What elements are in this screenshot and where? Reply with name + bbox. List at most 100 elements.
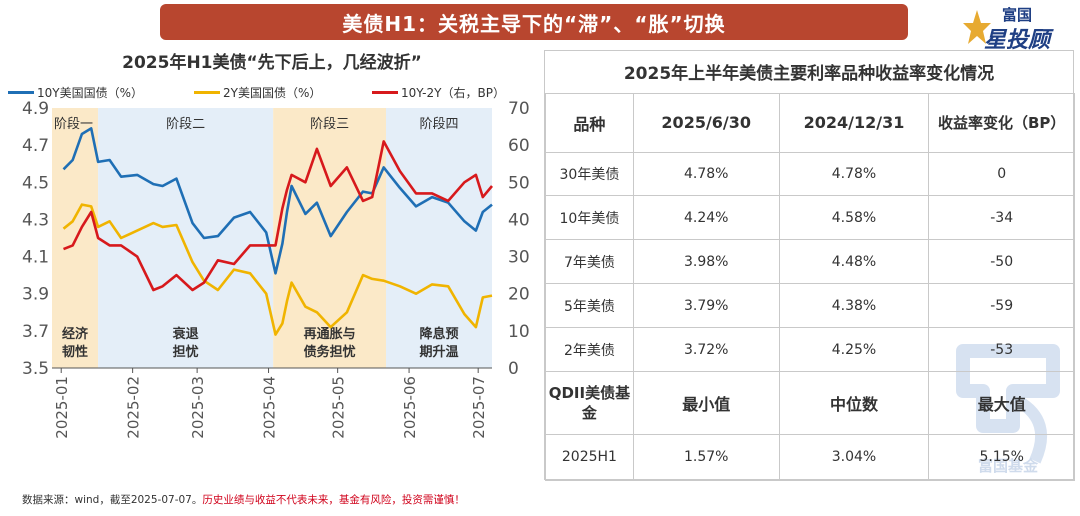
legend-label-spread: 10Y-2Y（右，BP） xyxy=(401,86,505,100)
header-cell-max: 最大值 xyxy=(928,371,1075,435)
cell-max: 5.15% xyxy=(928,433,1075,482)
legend-label-10y: 10Y美国国债（%） xyxy=(37,86,144,100)
x-tick-label: 2025-03 xyxy=(189,376,207,439)
phase-desc-2-2: 担忧 xyxy=(173,344,199,360)
phase-desc-1-2: 韧性 xyxy=(62,344,88,360)
y-left-tick-label: 4.7 xyxy=(22,136,49,156)
header-cell-change: 收益率变化（BP） xyxy=(928,93,1075,153)
legend-item-10y: 10Y美国国债（%） xyxy=(8,84,143,101)
y-left-tick-label: 3.5 xyxy=(22,359,49,379)
phase-label-2: 阶段二 xyxy=(166,117,205,132)
cell-yield-2025: 3.98% xyxy=(632,239,780,285)
cell-yield-2024: 4.58% xyxy=(778,195,930,241)
cell-yield-2024: 4.38% xyxy=(778,283,930,329)
cell-variety: 30年美债 xyxy=(545,151,634,197)
table-row: 10年美债 4.24% 4.58% -34 xyxy=(545,195,1075,241)
cell-yield-2025: 4.78% xyxy=(632,151,780,197)
series-line-spread xyxy=(63,140,494,292)
risk-warning: 历史业绩与收益不代表未来，基金有风险，投资需谨慎！ xyxy=(202,494,465,506)
y-left-tick-label: 3.9 xyxy=(22,285,49,305)
cell-change: -34 xyxy=(928,195,1075,241)
yield-change-table: 品种 2025/6/30 2024/12/31 收益率变化（BP） 30年美债 … xyxy=(545,93,1075,482)
y-right-tick-label: 0 xyxy=(508,359,519,379)
header-cell-qdii: QDII美债基金 xyxy=(545,371,634,435)
x-tick-label: 2025-05 xyxy=(330,376,348,439)
table-header-row-qdii: QDII美债基金 最小值 中位数 最大值 xyxy=(545,371,1075,435)
header-cell-variety: 品种 xyxy=(545,93,634,153)
cell-change: 0 xyxy=(928,151,1075,197)
cell-yield-2025: 4.24% xyxy=(632,195,780,241)
legend-item-2y: 2Y美国国债（%） xyxy=(194,84,321,101)
page-banner: 美债H1：关税主导下的“滞”、“胀”切换 xyxy=(160,4,908,40)
header-cell-min: 最小值 xyxy=(632,371,780,435)
y-right-tick-label: 60 xyxy=(508,136,530,156)
cell-variety: 7年美债 xyxy=(545,239,634,285)
y-right-tick-label: 40 xyxy=(508,210,530,230)
series-line-2y xyxy=(62,203,493,336)
table-row: 30年美债 4.78% 4.78% 0 xyxy=(545,151,1075,197)
phase-label-3: 阶段三 xyxy=(310,117,349,132)
series-line-10y xyxy=(62,127,493,275)
y-left-tick-label: 4.3 xyxy=(22,210,49,230)
cell-variety: 2年美债 xyxy=(545,327,634,373)
table-frame: 富国基金 品种 2025/6/30 2024/12/31 收益率变化（BP） 3… xyxy=(545,93,1075,482)
table-row: 2年美债 3.72% 4.25% -53 xyxy=(545,327,1075,373)
table-header-row: 品种 2025/6/30 2024/12/31 收益率变化（BP） xyxy=(545,93,1075,153)
cell-change: -50 xyxy=(928,239,1075,285)
star-logo-icon xyxy=(963,10,991,44)
x-tick-label: 2025-04 xyxy=(261,376,279,439)
cell-change: -53 xyxy=(928,327,1075,373)
y-right-tick-label: 10 xyxy=(508,322,530,342)
phase-desc-3-2: 债务担忧 xyxy=(304,344,356,360)
table-row: 7年美债 3.98% 4.48% -50 xyxy=(545,239,1075,285)
y-left-tick-label: 4.1 xyxy=(22,248,49,268)
cell-yield-2025: 3.72% xyxy=(632,327,780,373)
cell-yield-2025: 3.79% xyxy=(632,283,780,329)
cell-yield-2024: 4.48% xyxy=(778,239,930,285)
cell-change: -59 xyxy=(928,283,1075,329)
cell-variety: 5年美债 xyxy=(545,283,634,329)
header-cell-date-2025: 2025/6/30 xyxy=(632,93,780,153)
logo-bottom-text: 星投顾 xyxy=(984,28,1051,53)
legend-swatch-10y xyxy=(8,91,34,94)
cell-yield-2024: 4.78% xyxy=(778,151,930,197)
legend-swatch-2y xyxy=(194,91,220,94)
yield-table-panel: 2025年上半年美债主要利率品种收益率变化情况 富国基金 品种 2025/6/3… xyxy=(544,50,1075,482)
header-cell-date-2024: 2024/12/31 xyxy=(778,93,930,153)
legend-label-2y: 2Y美国国债（%） xyxy=(223,86,322,100)
phase-band-2 xyxy=(98,108,274,368)
phase-desc-4-2: 期升温 xyxy=(420,344,459,360)
y-right-tick-label: 50 xyxy=(508,173,530,193)
phase-desc-2-1: 衰退 xyxy=(172,326,199,342)
cell-median: 3.04% xyxy=(778,433,930,482)
chart-legend: 10Y美国国债（%） 2Y美国国债（%） 10Y-2Y（右，BP） xyxy=(8,84,538,102)
cell-period: 2025H1 xyxy=(545,433,634,482)
logo-top-text: 富国 xyxy=(1002,6,1033,24)
source-note: 数据来源：wind，截至2025-07-07。历史业绩与收益不代表未来，基金有风… xyxy=(22,492,465,507)
y-right-tick-label: 70 xyxy=(508,99,530,119)
table-row: 2025H1 1.57% 3.04% 5.15% xyxy=(545,433,1075,482)
chart-title: 2025年H1美债“先下后上，几经波折” xyxy=(122,53,422,73)
table-row: 5年美债 3.79% 4.38% -59 xyxy=(545,283,1075,329)
y-right-tick-label: 20 xyxy=(508,285,530,305)
phase-desc-3-1: 再通胀与 xyxy=(304,326,356,342)
header-cell-median: 中位数 xyxy=(778,371,930,435)
y-left-tick-label: 4.9 xyxy=(22,99,49,119)
x-tick-label: 2025-06 xyxy=(401,376,419,439)
cell-min: 1.57% xyxy=(632,433,780,482)
banner-title: 美债H1：关税主导下的“滞”、“胀”切换 xyxy=(342,11,726,36)
phase-label-1: 阶段一 xyxy=(54,117,93,132)
cell-variety: 10年美债 xyxy=(545,195,634,241)
y-right-tick-label: 30 xyxy=(508,248,530,268)
legend-swatch-spread xyxy=(372,91,398,94)
y-left-tick-label: 3.7 xyxy=(22,322,49,342)
phase-desc-1-1: 经济 xyxy=(62,326,89,342)
y-left-tick-label: 4.5 xyxy=(22,173,49,193)
x-tick-label: 2025-01 xyxy=(53,376,71,439)
cell-yield-2024: 4.25% xyxy=(778,327,930,373)
x-tick-label: 2025-07 xyxy=(470,376,488,439)
x-tick-label: 2025-02 xyxy=(125,376,143,439)
source-text: 数据来源：wind，截至2025-07-07。 xyxy=(22,494,203,506)
table-title: 2025年上半年美债主要利率品种收益率变化情况 xyxy=(623,64,995,84)
